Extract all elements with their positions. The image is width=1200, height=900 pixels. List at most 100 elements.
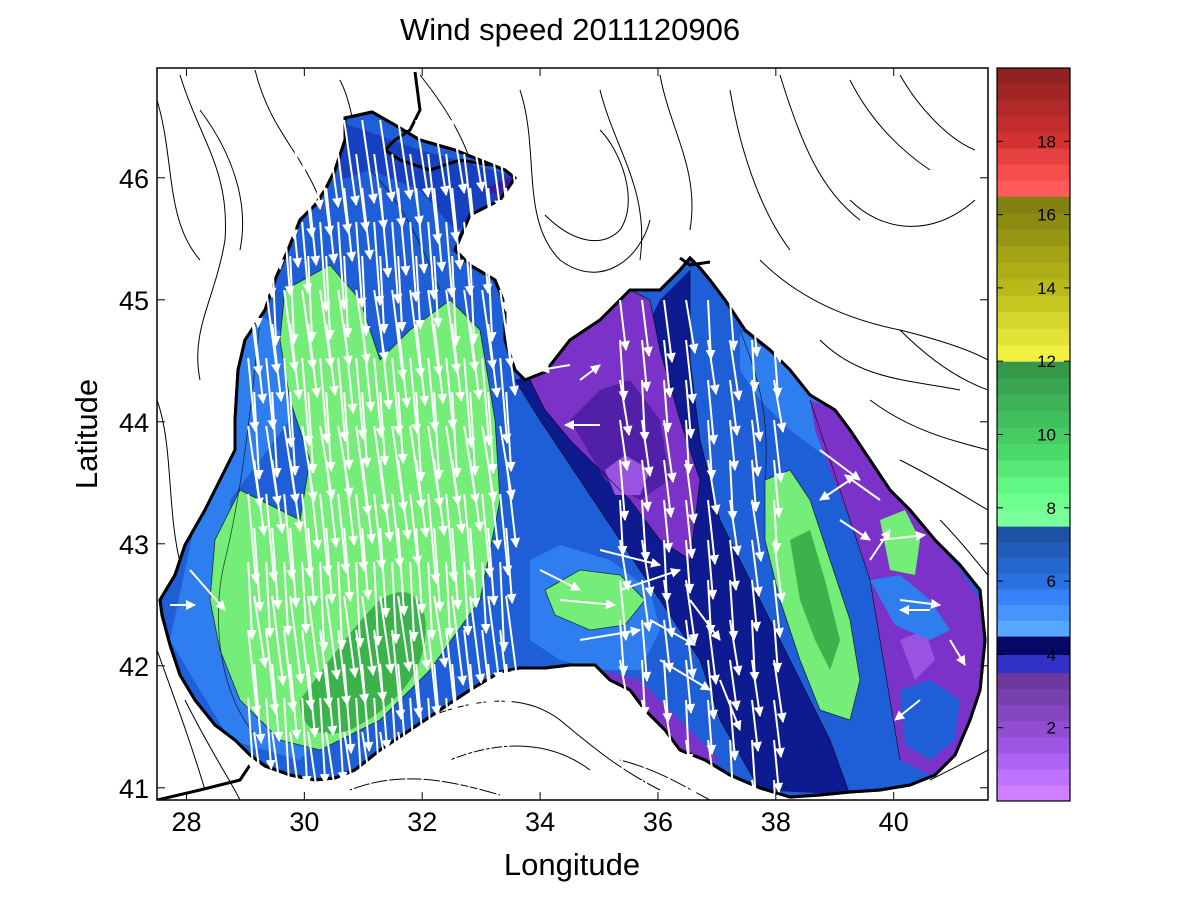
wind-arrow-icon [271,459,286,534]
wind-arrow-icon [343,731,360,800]
wind-arrow-icon [728,579,739,641]
wind-arrow-icon [689,599,721,641]
wind-arrow-icon [253,731,265,800]
wind-arrow-icon [729,379,741,436]
wind-arrow-icon [391,289,408,380]
wind-arrow-icon [415,663,428,746]
wind-arrow-icon [579,364,601,381]
wind-arrow-icon [391,697,402,776]
wind-arrow-icon [750,459,761,512]
colorbar-segment [997,180,1070,197]
wind-arrow-icon [253,391,264,480]
colorbar-segment [997,557,1070,574]
wind-arrow-icon [727,459,738,521]
colorbar-segment [997,328,1070,346]
wind-arrow-icon [433,119,450,196]
colorbar-segment [997,573,1070,590]
wind-arrow-icon [469,119,486,192]
wind-arrow-icon [301,221,313,294]
wind-arrow-icon [641,419,654,477]
wind-arrow-icon [445,629,460,714]
wind-arrow-icon [337,697,348,782]
wind-arrow-icon [409,697,420,774]
wind-arrow-icon [301,629,316,710]
y-tick-label: 45 [119,286,149,316]
wind-arrow-icon [379,663,392,750]
wind-arrow-icon [319,153,335,236]
wind-arrow-icon [481,697,492,786]
wind-arrow-icon [663,699,677,758]
wind-arrow-icon [487,527,499,606]
wind-arrow-icon [505,323,520,396]
wind-arrow-icon [379,527,391,618]
wind-arrow-icon [282,561,293,636]
wind-arrow-icon [641,779,645,800]
wind-arrow-icon [487,119,504,210]
wind-arrow-icon [289,527,301,608]
y-tick-label: 42 [119,652,149,682]
wind-arrow-icon [619,419,631,471]
wind-arrow-icon [559,599,616,610]
wind-arrow-icon [773,459,784,518]
wind-arrow-icon [427,289,443,376]
wind-arrow-icon [361,459,377,544]
wind-arrow-icon [361,119,378,204]
wind-arrow-icon [729,499,742,556]
wind-arrow-icon [433,187,447,272]
colorbar-segment [997,541,1070,559]
wind-arrow-icon [343,391,354,470]
wind-arrow-icon [619,568,681,591]
colorbar-segment [997,394,1070,412]
wind-arrow-icon [499,629,514,708]
wind-arrow-icon [337,221,349,310]
wind-arrow-icon [247,289,263,376]
wind-arrow-icon [415,731,427,800]
wind-arrow-icon [619,299,630,351]
wind-arrow-icon [683,419,694,474]
wind-arrow-icon [270,255,281,346]
wind-arrow-icon [539,569,581,591]
wind-arrow-icon [685,339,697,404]
colorbar-tick-label: 2 [1047,719,1056,738]
wind-arrow-icon [469,731,482,800]
wind-arrow-icon [469,527,481,608]
colorbar-segment [997,262,1070,280]
colorbar-segment [997,509,1070,527]
colorbar-segment [997,768,1070,786]
wind-arrow-icon [361,595,377,676]
colorbar-segment [997,196,1070,214]
wind-arrow-icon [319,697,330,784]
wind-arrow-icon [264,561,275,638]
y-tick-label: 44 [119,408,149,438]
wind-arrow-icon [751,579,762,632]
wind-arrow-icon [773,579,785,638]
wind-arrow-icon [451,663,464,742]
wind-arrow-icon [619,659,633,711]
wind-arrow-icon [719,679,742,731]
x-axis-ticks: 28 30 32 34 36 38 40 [171,68,909,837]
colorbar-segment [997,377,1070,395]
wind-arrow-icon [289,187,303,268]
wind-arrow-icon [372,561,383,646]
wind-arrow-icon [409,357,422,434]
wind-arrow-icon [751,659,764,717]
wind-arrow-icon [751,419,763,477]
y-axis-ticks: 41 42 43 44 45 46 [119,164,988,804]
wind-arrow-icon [662,379,673,433]
colorbar-tick-label: 6 [1047,572,1056,591]
wind-arrow-icon [361,663,374,752]
colorbar-segment [997,588,1070,606]
wind-arrow-icon [451,527,463,610]
wind-arrow-icon [265,697,276,770]
wind-arrow-icon [378,255,389,334]
wind-arrow-icon [707,339,720,395]
wind-arrow-icon [246,561,257,640]
wind-arrow-icon [409,221,421,302]
wind-arrow-icon [283,221,295,296]
wind-arrow-icon [706,419,717,480]
colorbar-segment [997,295,1070,313]
wind-arrow-icon [396,255,407,332]
wind-arrow-icon [773,379,787,433]
colorbar-segment [997,278,1070,296]
x-tick-label: 40 [879,807,909,837]
